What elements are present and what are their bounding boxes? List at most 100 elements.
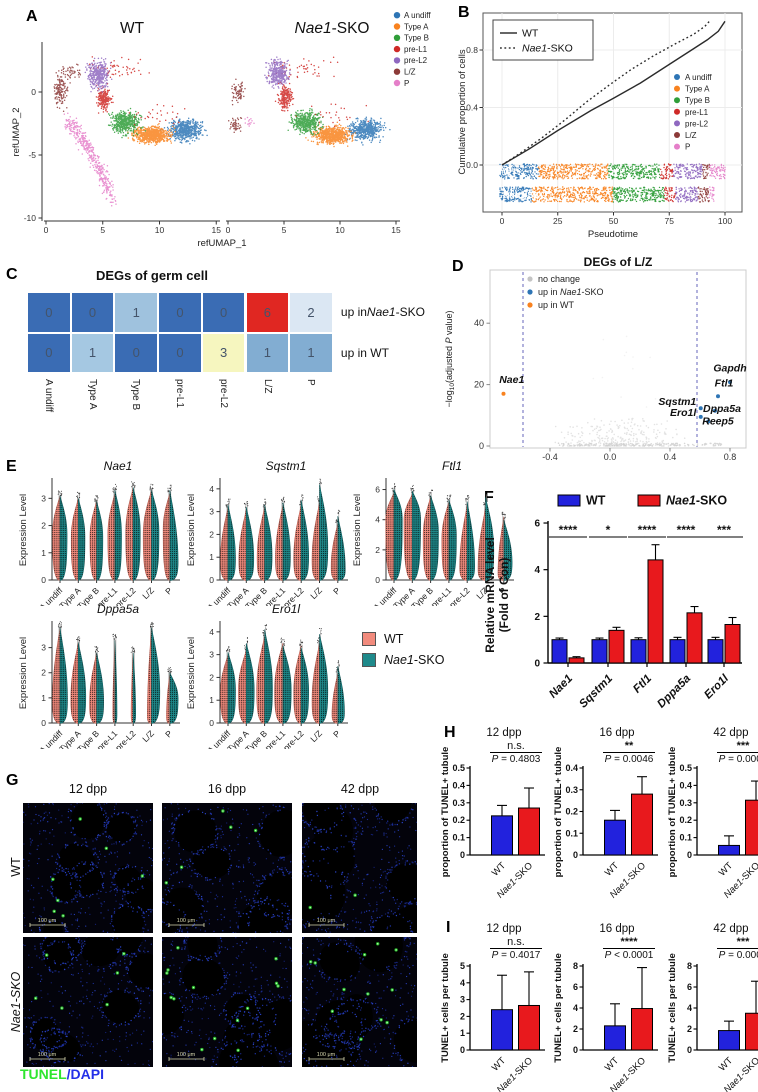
svg-text:4: 4 <box>375 515 380 525</box>
svg-text:TUNEL+ cells per tubule: TUNEL+ cells per tubule <box>440 953 451 1063</box>
svg-text:0.4: 0.4 <box>452 780 465 790</box>
svg-text:P: P <box>163 728 174 739</box>
svg-text:Nae1-SKO: Nae1-SKO <box>666 494 727 508</box>
micro-image-nae1-sko-16dpp: 100 μm <box>162 937 292 1067</box>
svg-text:0: 0 <box>375 575 380 585</box>
stain-caption: TUNEL/DAPI <box>20 1066 104 1082</box>
svg-text:40: 40 <box>474 318 484 328</box>
svg-text:0.2: 0.2 <box>679 815 692 825</box>
panel-label-f: F <box>484 489 494 506</box>
svg-text:Type B: Type B <box>685 96 710 105</box>
micro-col-title-12dpp: 12 dpp <box>68 782 108 796</box>
svg-text:pre-L2: pre-L2 <box>447 585 472 606</box>
svg-text:10: 10 <box>335 225 345 235</box>
heatmap-cell: 0 <box>158 332 202 373</box>
svg-text:Type A: Type A <box>685 85 710 94</box>
svg-text:P: P <box>163 585 174 596</box>
panel-label-b: B <box>458 4 470 21</box>
svg-text:12 dpp: 12 dpp <box>486 923 521 935</box>
svg-text:0: 0 <box>573 850 578 860</box>
svg-text:0: 0 <box>209 575 214 585</box>
micro-image-wt-42dpp: 100 μm <box>302 803 417 933</box>
svg-text:6: 6 <box>573 982 578 992</box>
svg-text:1: 1 <box>41 548 46 558</box>
micro-row-label-sko: Nae1-SKO <box>9 971 23 1033</box>
heatmap-cell: 0 <box>27 332 71 373</box>
svg-text:L/Z: L/Z <box>140 585 156 601</box>
heatmap-cell: 0 <box>114 332 159 373</box>
heatmap-cell: 0 <box>201 292 246 333</box>
svg-text:2: 2 <box>209 529 214 539</box>
heatmap-row-label: up in WT <box>340 345 389 360</box>
svg-text:P = 0.4017: P = 0.4017 <box>492 950 541 961</box>
svg-text:50: 50 <box>609 216 619 226</box>
svg-text:Ero1l: Ero1l <box>702 672 731 701</box>
svg-text:0: 0 <box>41 718 46 728</box>
svg-text:DEGs of L/Z: DEGs of L/Z <box>584 256 653 269</box>
svg-text:WT: WT <box>503 167 517 177</box>
heatmap-cell: 1 <box>114 292 159 333</box>
svg-text:pre-L1: pre-L1 <box>404 45 428 54</box>
micro-image-nae1-sko-12dpp: 100 μm <box>23 937 153 1067</box>
svg-text:0: 0 <box>31 87 36 97</box>
svg-text:16 dpp: 16 dpp <box>599 727 634 739</box>
svg-text:Sqstm1: Sqstm1 <box>577 673 615 711</box>
svg-text:0.8: 0.8 <box>466 45 478 55</box>
micro-col-title-16dpp: 16 dpp <box>207 782 247 796</box>
svg-text:100 μm: 100 μm <box>38 918 57 924</box>
svg-text:P < 0.0001: P < 0.0001 <box>605 950 654 961</box>
panel-label-c: C <box>6 266 18 283</box>
pseudotime-cumulative-panel: 0.0 0.4 0.8 0 25 50 75 100 Cumulative proportion… <box>457 12 743 240</box>
micro-image-wt-12dpp: 100 μm <box>23 803 153 933</box>
svg-text:Expression Level: Expression Level <box>18 494 29 566</box>
svg-text:4: 4 <box>534 565 540 576</box>
svg-text:Dppa5a: Dppa5a <box>97 602 139 616</box>
svg-text:Type A: Type A <box>404 22 429 31</box>
svg-text:5: 5 <box>100 225 105 235</box>
svg-text:3: 3 <box>460 995 465 1005</box>
svg-text:2: 2 <box>41 521 46 531</box>
svg-text:0: 0 <box>573 1045 578 1055</box>
svg-text:WT: WT <box>717 860 735 878</box>
svg-text:15: 15 <box>391 225 401 235</box>
svg-text:Ftl1: Ftl1 <box>715 378 734 390</box>
svg-text:0.3: 0.3 <box>679 798 692 808</box>
svg-text:3: 3 <box>209 507 214 517</box>
heatmap-col-label: Type A <box>86 379 98 410</box>
svg-text:Expression Level: Expression Level <box>186 494 197 566</box>
svg-text:0.2: 0.2 <box>565 807 578 817</box>
svg-text:10: 10 <box>155 225 165 235</box>
svg-text:4: 4 <box>573 1003 578 1013</box>
violin-legend-sko: Nae1-SKO <box>362 653 444 667</box>
svg-text:2: 2 <box>573 1024 578 1034</box>
volcano-plot-panel: DEGs of L/Z 0 20 40 -0.4 0.0 0.4 0.8 −log10(adju… <box>444 256 747 462</box>
svg-text:0.1: 0.1 <box>679 833 692 843</box>
svg-text:100 μm: 100 μm <box>177 1052 196 1058</box>
svg-text:8: 8 <box>573 961 578 971</box>
heatmap-cell: 1 <box>245 332 290 373</box>
svg-text:0.4: 0.4 <box>466 103 478 113</box>
svg-text:0: 0 <box>687 1045 692 1055</box>
svg-text:-5: -5 <box>28 150 36 160</box>
heatmap-row-label: up in Nae1 -SKO <box>340 305 425 320</box>
svg-text:pre-L1: pre-L1 <box>685 108 709 117</box>
umap-scatter-panel: 0 -5 -10 0 0 5 5 10 10 15 15 refUMAP_2 refUMAP_1 WT Na… <box>11 11 431 249</box>
violin-legend-sko-label: Nae1-SKO <box>384 653 445 667</box>
svg-text:TUNEL+ cells per tubule: TUNEL+ cells per tubule <box>553 953 564 1063</box>
svg-text:WT: WT <box>490 860 508 878</box>
svg-text:0: 0 <box>479 441 484 451</box>
svg-text:P: P <box>685 143 690 152</box>
svg-text:WT: WT <box>603 860 621 878</box>
svg-text:****: **** <box>559 523 578 537</box>
svg-text:***: *** <box>717 523 731 537</box>
svg-text:-0.4: -0.4 <box>542 452 558 462</box>
violin-legend: WT Nae1-SKO <box>362 632 444 674</box>
svg-text:0: 0 <box>209 718 214 728</box>
svg-text:pre-L2: pre-L2 <box>685 119 709 128</box>
svg-text:proportion of TUNEL+ tubule: proportion of TUNEL+ tubule <box>440 747 451 878</box>
svg-text:proportion of TUNEL+ tubule: proportion of TUNEL+ tubule <box>667 747 678 878</box>
svg-text:L/Z: L/Z <box>140 728 156 744</box>
